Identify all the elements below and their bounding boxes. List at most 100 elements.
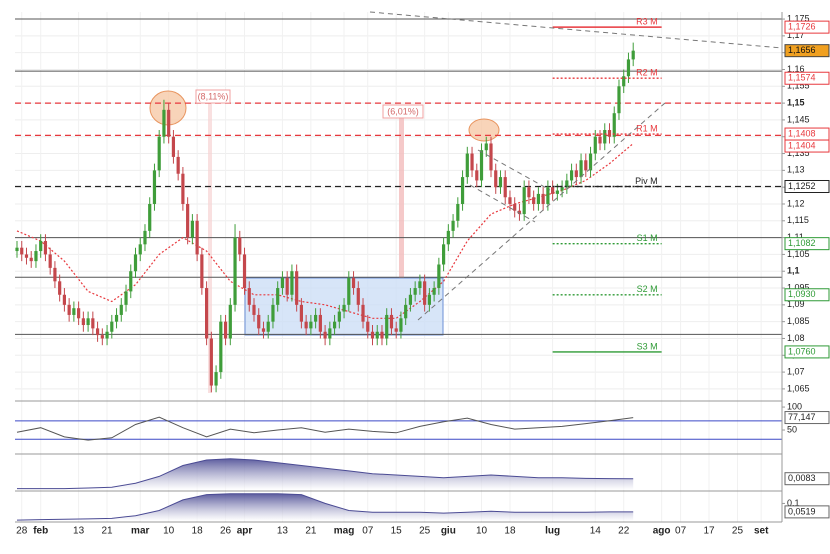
- candle-body: [72, 308, 76, 315]
- candle-body: [361, 304, 365, 322]
- y-tick-label: 1,12: [787, 198, 805, 208]
- y-tick-label: 100: [787, 401, 802, 411]
- candle-body: [370, 331, 375, 339]
- candle-body: [205, 288, 209, 339]
- candle-body: [617, 86, 621, 114]
- trend-line: [369, 11, 783, 49]
- candle-body: [124, 291, 128, 305]
- candle-body: [295, 271, 299, 305]
- axis-value-box: [784, 44, 830, 58]
- x-tick-label: 07: [362, 526, 374, 537]
- axis-value-box: [784, 139, 830, 153]
- x-tick-label: 13: [277, 526, 289, 537]
- axis-value-box: [784, 345, 830, 359]
- x-tick-label: giu: [441, 526, 456, 537]
- axis-value-label: 1,1252: [788, 181, 816, 191]
- candle-body: [598, 136, 602, 144]
- candle-body: [413, 288, 417, 295]
- value-label-box: [784, 472, 830, 486]
- candle-body: [503, 177, 507, 198]
- candle-body: [456, 203, 460, 221]
- candle-body: [513, 203, 517, 211]
- labels: 28 feb 13 21 mar 10 18 26 apr 13 21 mag 07 15 25 giu 10 1…: [16, 20, 830, 537]
- axis-value-label: 1,1574: [788, 73, 816, 83]
- candle-body: [517, 210, 522, 215]
- y-tick-label: 1,065: [787, 383, 810, 393]
- axis-value-box: [784, 237, 830, 251]
- x-tick-label: lug: [545, 526, 560, 537]
- annotation: (8,11%): [198, 91, 229, 101]
- candle-body: [389, 314, 394, 329]
- y-tick-label: 1,105: [787, 249, 810, 259]
- axis-value-box: [784, 20, 830, 34]
- candle-body: [375, 331, 379, 339]
- candle-body: [58, 281, 62, 295]
- x-tick-label: 26: [220, 526, 232, 537]
- pivot-level-name: S3 M: [637, 341, 658, 351]
- candle-body: [612, 113, 616, 137]
- y-tick-label: 1,085: [787, 316, 810, 326]
- candle-body: [167, 109, 171, 137]
- candle-body: [442, 244, 446, 265]
- candle-body: [266, 321, 270, 332]
- y-tick-label: 1,13: [787, 165, 805, 175]
- x-tick-label: ago: [653, 526, 671, 537]
- candle-body: [380, 331, 384, 339]
- candle-body: [337, 311, 341, 322]
- candle-body: [114, 314, 119, 322]
- candle-body: [257, 314, 261, 329]
- pivot-level-name: R2 M: [636, 68, 658, 78]
- candle-body: [622, 76, 626, 87]
- x-tick-label: 07: [675, 526, 687, 537]
- candle-body: [304, 321, 308, 329]
- y-tick-label: 1,17: [787, 30, 805, 40]
- candle-body: [351, 277, 356, 289]
- axis-value-label: 1,0930: [788, 289, 816, 299]
- candle-body: [494, 170, 498, 188]
- candle-body: [62, 294, 66, 305]
- candle-body: [252, 304, 256, 315]
- candle-body: [626, 59, 631, 77]
- candle-body: [152, 170, 157, 204]
- axis-value-label: 1,1408: [788, 128, 816, 138]
- candle-body: [100, 335, 104, 339]
- y-tick-label: 1,08: [787, 333, 805, 343]
- pivot-level-name: R3 M: [636, 17, 658, 27]
- x-tick-label: 10: [476, 526, 488, 537]
- candle-body: [285, 277, 289, 295]
- candle-body: [479, 150, 484, 181]
- candle-body: [157, 136, 161, 171]
- candle-body: [43, 240, 48, 255]
- candle-body: [418, 281, 422, 289]
- candle-body: [356, 288, 360, 305]
- candle-body: [29, 257, 33, 262]
- x-tick-label: 18: [504, 526, 516, 537]
- candle-body: [24, 254, 29, 258]
- candle-body: [584, 160, 588, 171]
- data: R3 M R2 M R1 M Piv M S1 M S2 M S3 M: [15, 17, 782, 521]
- candle-body: [200, 254, 204, 289]
- candle-body: [579, 160, 583, 178]
- trend-line: [477, 149, 551, 191]
- area-line: [16, 493, 634, 521]
- x-tick-label: mag: [334, 526, 355, 537]
- annotation-box: [195, 89, 231, 104]
- y-tick-label: 1,11: [787, 232, 804, 242]
- candle-body: [347, 277, 351, 305]
- candle-body: [404, 304, 408, 319]
- moving-average: [16, 143, 634, 319]
- candle-body: [342, 304, 346, 312]
- area-line: [17, 458, 634, 490]
- x-tick-label: 25: [732, 526, 744, 537]
- candle-body: [290, 271, 294, 295]
- axis-value-label: 1,1726: [788, 22, 816, 32]
- candle-body: [242, 254, 247, 289]
- candle-body: [437, 264, 441, 289]
- candle-body: [171, 136, 176, 157]
- candle-body: [451, 220, 455, 231]
- candle-body: [309, 321, 313, 329]
- pivot-level-name: S1 M: [637, 233, 658, 243]
- candle-body: [593, 136, 597, 154]
- annotation-box: [382, 104, 424, 119]
- candle-body: [565, 180, 569, 188]
